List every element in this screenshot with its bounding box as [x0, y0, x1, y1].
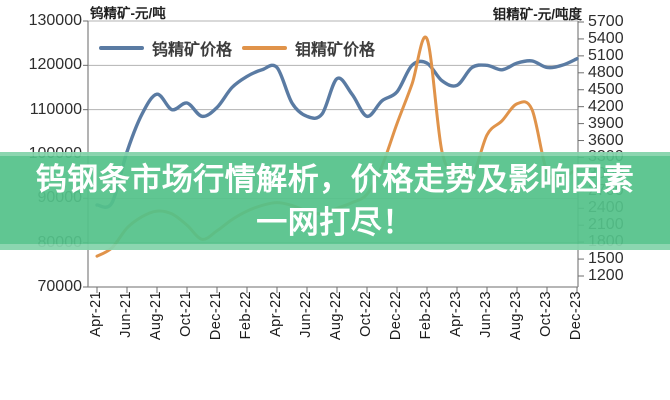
right-axis-label: 4200	[588, 97, 624, 115]
legend-label-moly: 钼精矿价格	[295, 42, 376, 59]
title-overlay-top-edge	[0, 152, 670, 156]
title-overlay: 钨钢条市场行情解析，价格走势及影响因素 一网打尽！	[0, 152, 670, 250]
x-axis-label: Aug-23	[508, 291, 524, 341]
x-axis-label: Aug-22	[328, 291, 344, 341]
tungsten-line-sample-icon	[99, 46, 144, 50]
x-axis-label: Jun-21	[118, 291, 134, 338]
title-overlay-bottom-edge	[0, 244, 670, 250]
x-axis-label: Dec-23	[568, 291, 584, 341]
x-axis-label: Apr-23	[448, 291, 464, 337]
left-axis-label: 110000	[29, 100, 82, 118]
right-axis-title: 钼精矿-元/吨度	[492, 7, 582, 22]
right-axis-label: 3600	[588, 131, 624, 149]
x-axis-label: Jun-23	[478, 291, 494, 338]
right-axis-label: 1500	[588, 250, 624, 268]
x-axis-label: Oct-23	[538, 291, 554, 337]
right-axis-label: 5400	[588, 29, 624, 47]
left-axis-label: 70000	[37, 278, 83, 295]
legend: 钨精矿价格 钼精矿价格	[99, 36, 385, 60]
legend-item-moly: 钼精矿价格	[242, 36, 375, 60]
right-axis-label: 1200	[588, 267, 624, 284]
x-axis-label: Dec-22	[388, 291, 404, 341]
moly-line-sample-icon	[242, 46, 288, 50]
x-axis-label: Feb-22	[238, 291, 254, 340]
right-axis-label: 4500	[588, 80, 624, 98]
right-axis-label: 4800	[588, 63, 624, 81]
legend-label-tungsten: 钨精矿价格	[152, 42, 233, 59]
overlay-title-line2: 一网打尽！	[256, 205, 414, 240]
left-axis-title: 钨精矿-元/吨	[90, 6, 166, 21]
x-axis-label: Apr-22	[268, 291, 284, 337]
x-axis-label: Dec-21	[208, 291, 224, 341]
x-axis-label: Apr-21	[88, 291, 104, 337]
x-axis-label: Feb-23	[418, 291, 434, 340]
left-axis-label: 130000	[28, 12, 82, 29]
left-axis-label: 120000	[28, 56, 82, 74]
overlay-title-line1: 钨钢条市场行情解析，价格走势及影响因素	[35, 162, 635, 197]
right-axis-label: 5700	[588, 13, 624, 30]
title-overlay-background	[0, 152, 670, 250]
x-axis-label: Oct-21	[178, 291, 194, 337]
x-axis-label: Oct-22	[358, 291, 374, 337]
right-axis-label: 3900	[588, 114, 624, 132]
x-axis-label: Jun-22	[298, 291, 314, 338]
right-axis-label: 5100	[588, 46, 624, 64]
legend-item-tungsten: 钨精矿价格	[99, 36, 232, 60]
x-axis-label: Aug-21	[148, 291, 164, 341]
tungsten-price-line	[95, 57, 579, 209]
